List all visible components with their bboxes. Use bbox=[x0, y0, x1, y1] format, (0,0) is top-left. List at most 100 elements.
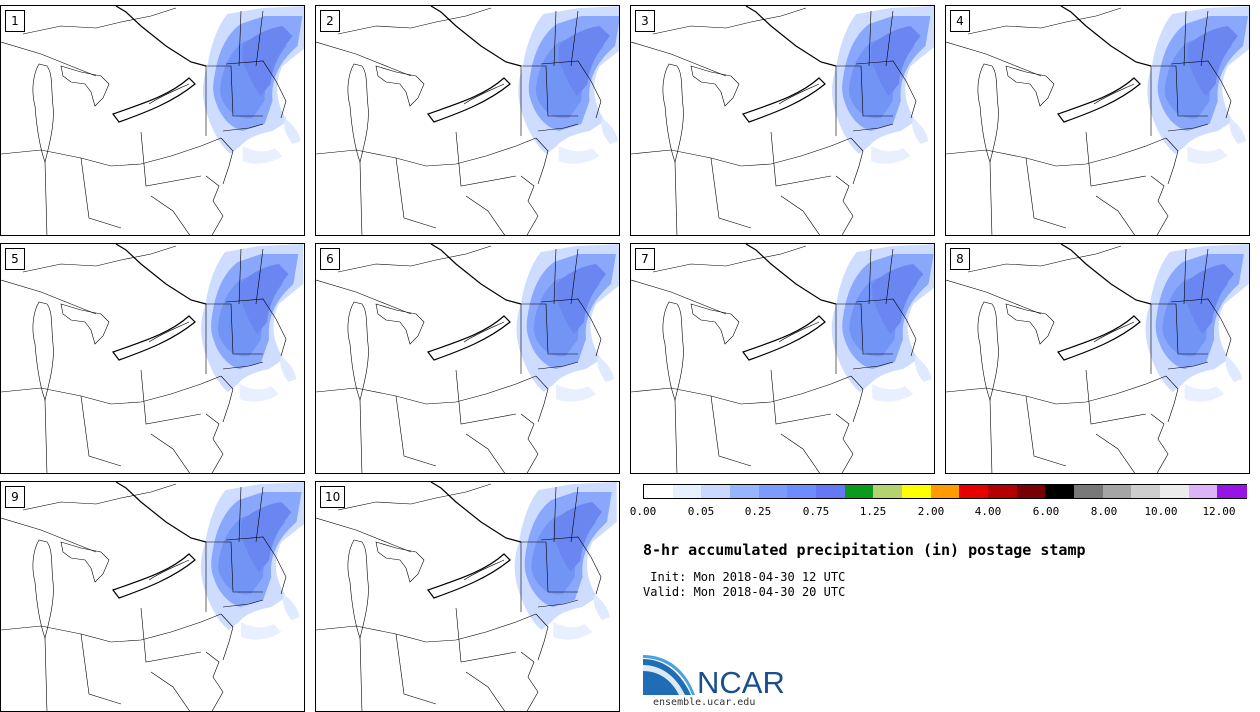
precip-map-9 bbox=[1, 482, 304, 711]
coastline bbox=[463, 559, 505, 581]
state-boundary bbox=[255, 486, 264, 543]
basemap-lines bbox=[316, 244, 602, 473]
state-boundary bbox=[225, 60, 287, 119]
state-boundary bbox=[674, 399, 678, 473]
state-boundary bbox=[1170, 298, 1232, 357]
precip-area bbox=[914, 356, 932, 382]
colorbar-swatch bbox=[758, 485, 788, 498]
state-boundary bbox=[1025, 395, 1067, 467]
state-boundary bbox=[1200, 10, 1209, 67]
precip-area bbox=[239, 264, 289, 334]
state-boundary bbox=[238, 486, 242, 543]
coastline bbox=[652, 245, 807, 273]
coastline bbox=[1, 517, 97, 553]
coastline bbox=[148, 83, 190, 105]
state-boundary bbox=[537, 599, 579, 608]
coastline bbox=[60, 65, 110, 107]
state-boundary bbox=[206, 65, 263, 117]
coastline bbox=[1057, 315, 1141, 361]
state-boundary bbox=[395, 395, 437, 467]
coastline bbox=[662, 63, 684, 164]
precip-area bbox=[240, 622, 282, 640]
state-boundary bbox=[465, 671, 505, 711]
state-boundary bbox=[868, 10, 872, 67]
state-boundary bbox=[455, 131, 517, 187]
state-boundary bbox=[222, 123, 264, 132]
precip-area bbox=[871, 26, 921, 96]
precip-map-2 bbox=[316, 6, 619, 235]
coastline bbox=[316, 279, 412, 315]
state-boundary bbox=[222, 361, 264, 370]
state-boundary bbox=[1150, 175, 1169, 235]
member-panel-10: 10 bbox=[315, 481, 620, 712]
coastline bbox=[22, 7, 177, 35]
coastline bbox=[1060, 6, 1152, 67]
state-boundary bbox=[1165, 137, 1179, 185]
precip-shading bbox=[514, 482, 617, 640]
state-boundary bbox=[553, 248, 557, 305]
state-boundary bbox=[1165, 375, 1179, 423]
coastline bbox=[1, 279, 97, 315]
coastline bbox=[463, 83, 505, 105]
precip-area bbox=[239, 384, 279, 402]
state-boundary bbox=[465, 433, 505, 473]
basemap-lines bbox=[1, 482, 287, 711]
state-boundary bbox=[946, 375, 1167, 405]
precip-area bbox=[240, 502, 292, 572]
state-boundary bbox=[850, 137, 864, 185]
colorbar-swatch bbox=[644, 485, 674, 498]
state-boundary bbox=[455, 607, 517, 663]
basemap-lines bbox=[316, 482, 602, 711]
coastline bbox=[148, 321, 190, 343]
state-boundary bbox=[205, 651, 224, 711]
coastline bbox=[778, 83, 820, 105]
coastline bbox=[742, 315, 826, 361]
coastline bbox=[1057, 77, 1141, 123]
precip-shading bbox=[516, 244, 619, 402]
colorbar-tick-label: 6.00 bbox=[1032, 505, 1060, 518]
state-boundary bbox=[770, 369, 832, 425]
state-boundary bbox=[535, 375, 549, 423]
colorbar-tick-label: 0.00 bbox=[629, 505, 657, 518]
state-boundary bbox=[80, 633, 122, 705]
precip-area bbox=[558, 146, 600, 164]
basemap-lines bbox=[946, 6, 1232, 235]
state-boundary bbox=[1095, 433, 1135, 473]
coastline bbox=[337, 483, 492, 511]
state-boundary bbox=[553, 486, 557, 543]
coastline bbox=[690, 65, 740, 107]
coastline bbox=[60, 303, 110, 345]
precip-area bbox=[593, 594, 610, 620]
coastline bbox=[22, 245, 177, 273]
coastline bbox=[1005, 303, 1055, 345]
precip-shading bbox=[1147, 6, 1249, 164]
coastline bbox=[1, 41, 97, 77]
colorbar-swatch bbox=[1131, 485, 1161, 498]
state-boundary bbox=[220, 137, 234, 185]
state-boundary bbox=[1200, 248, 1209, 305]
member-panel-1: 1 bbox=[0, 5, 305, 236]
state-boundary bbox=[505, 61, 522, 136]
state-boundary bbox=[1, 137, 222, 167]
precip-area bbox=[1187, 146, 1228, 164]
state-boundary bbox=[540, 298, 602, 357]
state-boundary bbox=[225, 536, 287, 595]
ncar-logo: NCAR bbox=[643, 655, 785, 697]
colorbar-swatch bbox=[988, 485, 1018, 498]
member-panel-2: 2 bbox=[315, 5, 620, 236]
state-boundary bbox=[1150, 413, 1169, 473]
state-boundary bbox=[770, 131, 832, 187]
state-boundary bbox=[855, 298, 917, 357]
basemap-lines bbox=[946, 244, 1232, 473]
coastline bbox=[1060, 244, 1152, 305]
precip-area bbox=[280, 356, 297, 382]
colorbar-swatch bbox=[701, 485, 731, 498]
state-boundary bbox=[570, 248, 579, 305]
state-boundary bbox=[255, 10, 264, 67]
precip-shading bbox=[200, 482, 304, 640]
basemap-lines bbox=[631, 244, 917, 473]
basemap-lines bbox=[631, 6, 917, 235]
precip-area bbox=[558, 26, 610, 96]
state-boundary bbox=[150, 433, 190, 473]
state-boundary bbox=[521, 303, 578, 355]
